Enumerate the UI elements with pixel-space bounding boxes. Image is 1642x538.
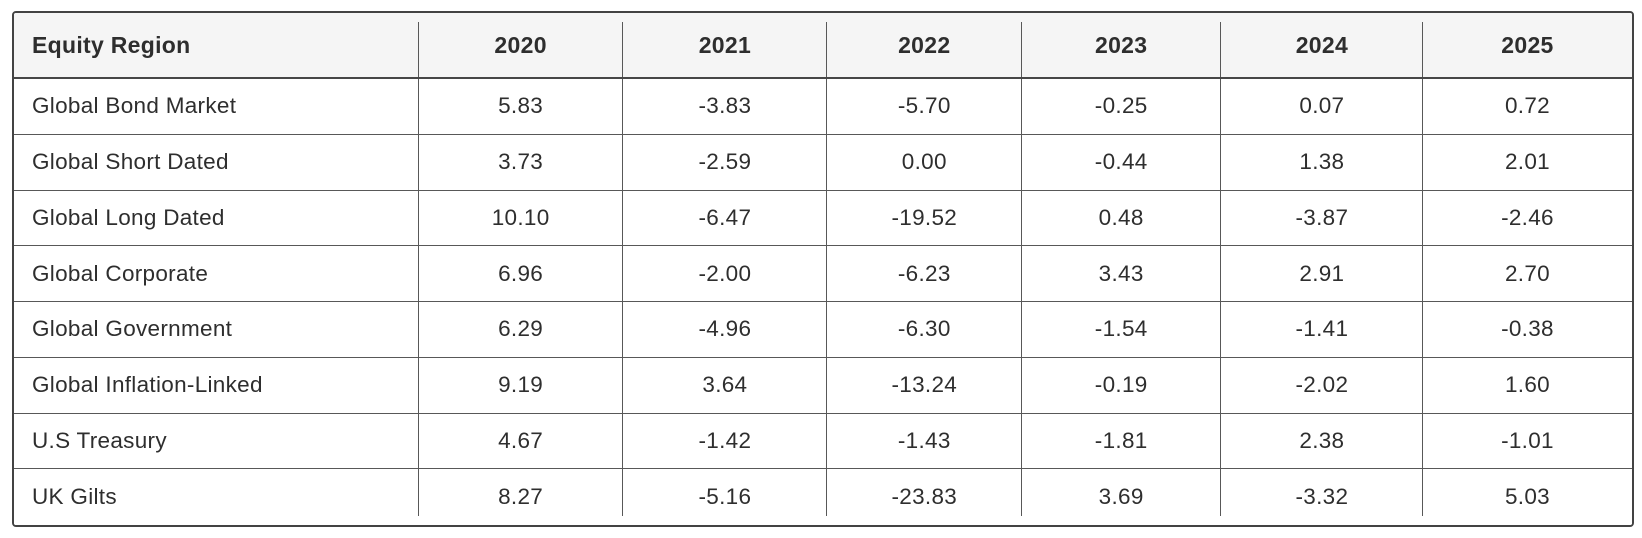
- value-cell: 3.64: [622, 357, 829, 414]
- value-cell: 4.67: [418, 413, 624, 470]
- column-header-year: 2023: [1021, 13, 1222, 79]
- value-cell: -5.70: [827, 79, 1023, 135]
- header-row: Equity Region 2020 2021 2022 2023 2024 2025: [14, 13, 1632, 79]
- value-cell: -4.96: [622, 302, 829, 358]
- value-cell: -0.44: [1021, 134, 1222, 191]
- value-cell: -0.19: [1021, 357, 1222, 414]
- column-header-equity-region: Equity Region: [14, 13, 419, 79]
- column-header-year: 2024: [1220, 13, 1424, 79]
- value-cell: 0.07: [1220, 79, 1424, 135]
- table-row: Global Long Dated 10.10 -6.47 -19.52 0.48 -3.…: [14, 190, 1632, 247]
- value-cell: -19.52: [827, 190, 1023, 247]
- value-cell: 3.43: [1021, 246, 1222, 302]
- value-cell: -1.01: [1422, 413, 1632, 470]
- row-label: UK Gilts: [14, 469, 419, 525]
- value-cell: -1.81: [1021, 413, 1222, 470]
- equity-region-returns-table: Equity Region 2020 2021 2022 2023 2024 2025 Gl…: [14, 13, 1632, 525]
- table-row: Global Bond Market 5.83 -3.83 -5.70 -0.25 0.0…: [14, 79, 1632, 135]
- value-cell: 3.69: [1021, 469, 1222, 525]
- value-cell: 0.00: [827, 134, 1023, 191]
- value-cell: -2.59: [622, 134, 829, 191]
- value-cell: -3.32: [1220, 469, 1424, 525]
- row-label: Global Long Dated: [14, 190, 419, 247]
- column-header-year: 2020: [418, 13, 624, 79]
- column-header-year: 2025: [1422, 13, 1632, 79]
- value-cell: -23.83: [827, 469, 1023, 525]
- table-body: Global Bond Market 5.83 -3.83 -5.70 -0.25 0.0…: [14, 79, 1632, 525]
- row-label: Global Bond Market: [14, 79, 419, 135]
- value-cell: -1.42: [622, 413, 829, 470]
- table-row: Global Corporate 6.96 -2.00 -6.23 3.43 2.91 2.…: [14, 246, 1632, 302]
- table-row: Global Short Dated 3.73 -2.59 0.00 -0.44 1.38…: [14, 134, 1632, 191]
- value-cell: 2.91: [1220, 246, 1424, 302]
- value-cell: 6.29: [418, 302, 624, 358]
- value-cell: 9.19: [418, 357, 624, 414]
- value-cell: 10.10: [418, 190, 624, 247]
- value-cell: -0.38: [1422, 302, 1632, 358]
- table-row: Global Inflation-Linked 9.19 3.64 -13.24 -0.…: [14, 357, 1632, 414]
- value-cell: 8.27: [418, 469, 624, 525]
- value-cell: -13.24: [827, 357, 1023, 414]
- value-cell: -3.83: [622, 79, 829, 135]
- row-label: U.S Treasury: [14, 413, 419, 470]
- table-header: Equity Region 2020 2021 2022 2023 2024 2025: [14, 13, 1632, 79]
- column-header-year: 2021: [622, 13, 829, 79]
- value-cell: 3.73: [418, 134, 624, 191]
- table-row: UK Gilts 8.27 -5.16 -23.83 3.69 -3.32 5.03: [14, 469, 1632, 525]
- value-cell: -3.87: [1220, 190, 1424, 247]
- value-cell: -1.54: [1021, 302, 1222, 358]
- value-cell: -2.00: [622, 246, 829, 302]
- value-cell: -6.47: [622, 190, 829, 247]
- value-cell: -2.46: [1422, 190, 1632, 247]
- value-cell: -1.43: [827, 413, 1023, 470]
- value-cell: 0.48: [1021, 190, 1222, 247]
- returns-table-frame: Equity Region 2020 2021 2022 2023 2024 2025 Gl…: [12, 11, 1634, 527]
- table-row: Global Government 6.29 -4.96 -6.30 -1.54 -1.4…: [14, 302, 1632, 358]
- value-cell: -5.16: [622, 469, 829, 525]
- table-row: U.S Treasury 4.67 -1.42 -1.43 -1.81 2.38 -1.01: [14, 413, 1632, 470]
- row-label: Global Government: [14, 302, 419, 358]
- value-cell: 1.60: [1422, 357, 1632, 414]
- value-cell: 6.96: [418, 246, 624, 302]
- value-cell: -1.41: [1220, 302, 1424, 358]
- value-cell: 2.38: [1220, 413, 1424, 470]
- value-cell: -6.30: [827, 302, 1023, 358]
- value-cell: -0.25: [1021, 79, 1222, 135]
- value-cell: 2.01: [1422, 134, 1632, 191]
- row-label: Global Short Dated: [14, 134, 419, 191]
- value-cell: -6.23: [827, 246, 1023, 302]
- value-cell: 5.83: [418, 79, 624, 135]
- value-cell: -2.02: [1220, 357, 1424, 414]
- column-header-year: 2022: [827, 13, 1023, 79]
- value-cell: 1.38: [1220, 134, 1424, 191]
- row-label: Global Inflation-Linked: [14, 357, 419, 414]
- row-label: Global Corporate: [14, 246, 419, 302]
- value-cell: 0.72: [1422, 79, 1632, 135]
- value-cell: 2.70: [1422, 246, 1632, 302]
- value-cell: 5.03: [1422, 469, 1632, 525]
